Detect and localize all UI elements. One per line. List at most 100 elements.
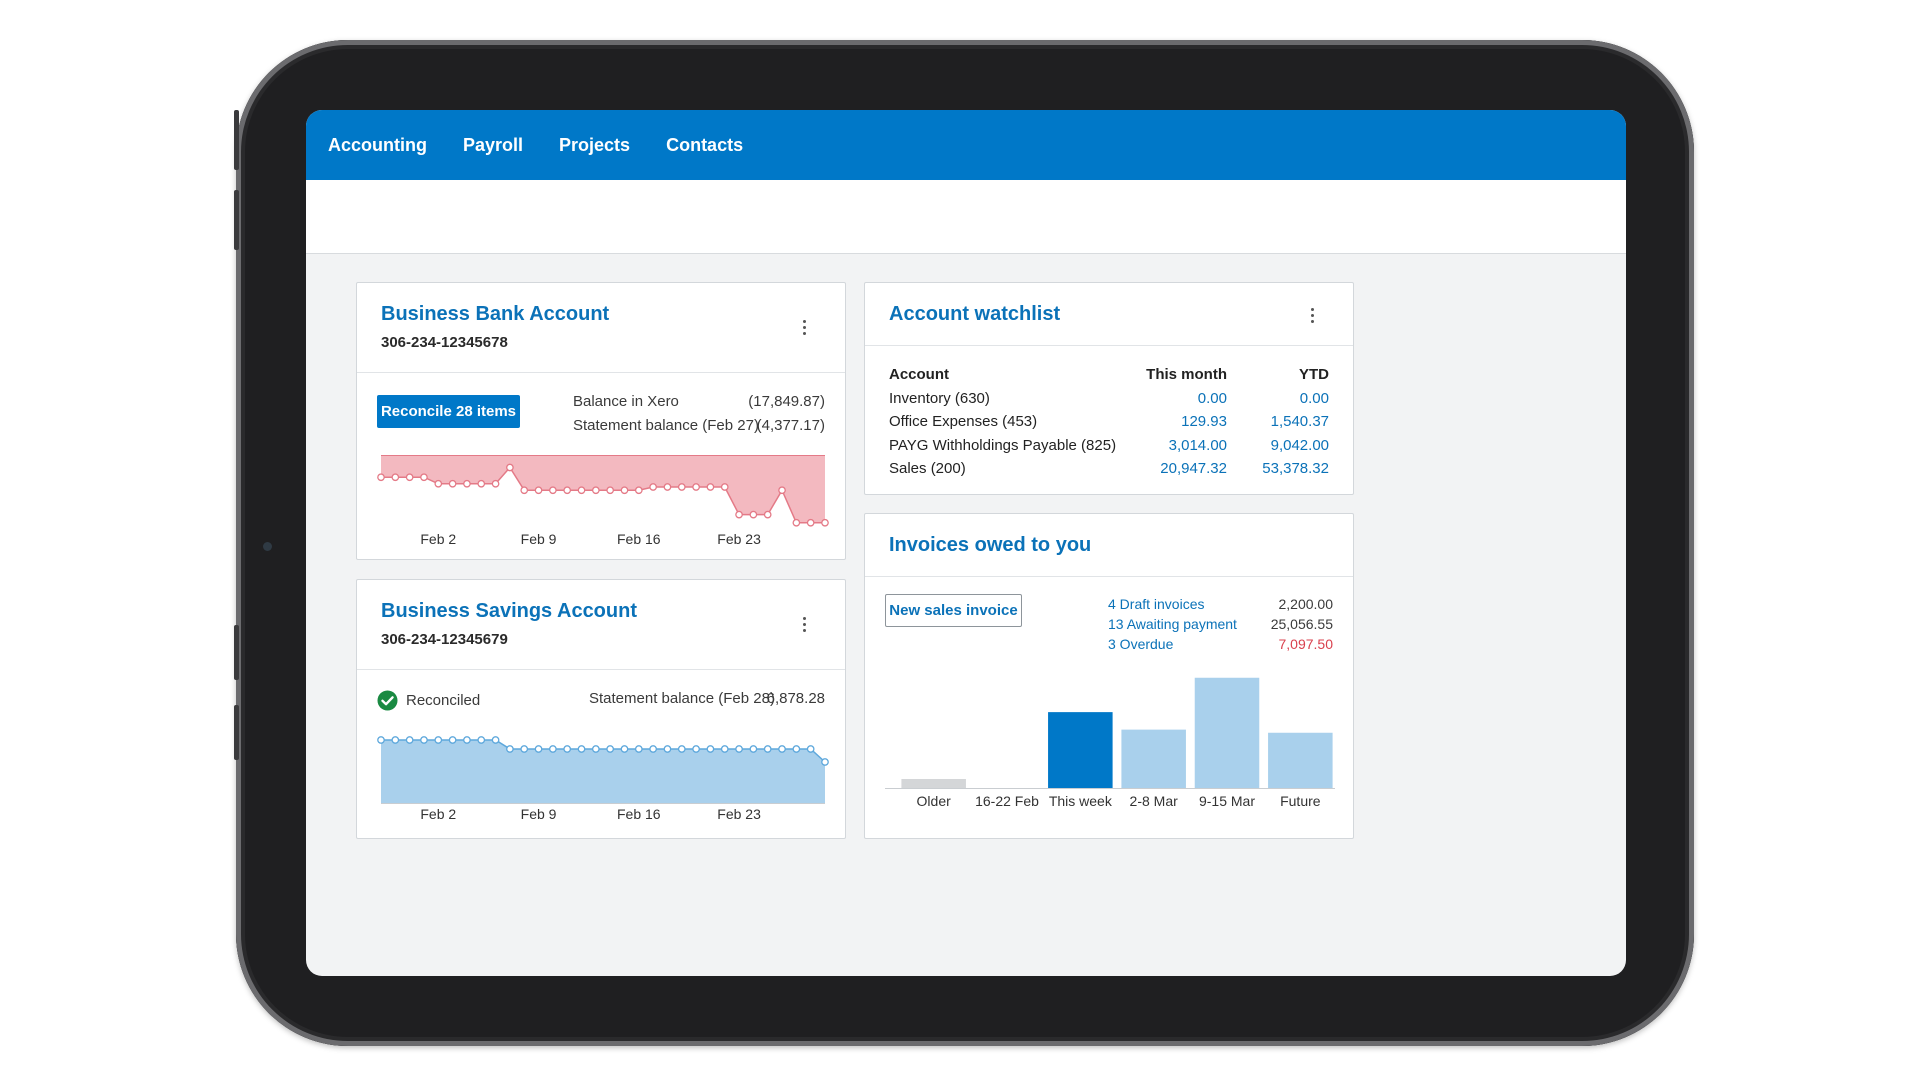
data-point[interactable] (663, 483, 672, 491)
invoice-bar[interactable] (1268, 732, 1333, 789)
data-point[interactable] (735, 745, 743, 753)
watchlist-title[interactable]: Account watchlist (889, 303, 1061, 325)
this-month-value[interactable]: 0.00 (1197, 390, 1227, 407)
data-point[interactable] (778, 486, 786, 495)
watchlist-row[interactable]: Sales (200) 20,947.32 53,378.32 (865, 460, 1353, 484)
data-point[interactable] (405, 473, 414, 482)
nav-accounting[interactable]: Accounting (328, 134, 427, 155)
data-point[interactable] (420, 473, 428, 482)
data-point[interactable] (806, 518, 815, 527)
data-point[interactable] (663, 745, 672, 753)
bank-account-title[interactable]: Business Bank Account (381, 303, 610, 325)
this-month-value[interactable]: 20,947.32 (1160, 460, 1227, 477)
data-point[interactable] (720, 483, 729, 491)
data-point[interactable] (563, 486, 572, 495)
data-point[interactable] (448, 736, 457, 744)
invoices-title[interactable]: Invoices owed to you (889, 534, 1092, 556)
data-point[interactable] (763, 510, 772, 519)
data-point[interactable] (806, 745, 815, 753)
data-point[interactable] (391, 473, 400, 482)
data-point[interactable] (749, 510, 758, 519)
data-point[interactable] (606, 486, 615, 495)
data-point[interactable] (634, 486, 643, 495)
data-point[interactable] (434, 736, 443, 744)
volume-button (234, 190, 239, 250)
data-point[interactable] (477, 736, 486, 744)
data-point[interactable] (377, 473, 385, 482)
nav-projects[interactable]: Projects (559, 134, 631, 155)
data-point[interactable] (563, 745, 572, 753)
data-point[interactable] (448, 479, 457, 488)
data-point[interactable] (649, 745, 657, 753)
data-point[interactable] (634, 745, 643, 753)
invoice-bar[interactable] (1121, 729, 1186, 789)
data-point[interactable] (549, 745, 557, 753)
watchlist-row[interactable]: PAYG Withholdings Payable (825) 3,014.00… (865, 437, 1353, 461)
nav-payroll[interactable]: Payroll (463, 134, 524, 155)
data-point[interactable] (606, 745, 615, 753)
data-point[interactable] (591, 745, 600, 753)
data-point[interactable] (591, 486, 600, 495)
data-point[interactable] (506, 463, 514, 472)
reconcile-button[interactable]: Reconcile 28 items (377, 395, 520, 428)
more-options-icon[interactable] (1302, 303, 1322, 327)
more-options-icon[interactable] (794, 315, 814, 339)
data-point[interactable] (763, 745, 772, 753)
new-sales-invoice-button[interactable]: New sales invoice (885, 594, 1022, 627)
data-point[interactable] (534, 486, 543, 495)
chart-area (381, 455, 825, 523)
ytd-value[interactable]: 1,540.37 (1270, 413, 1329, 430)
this-month-value[interactable]: 3,014.00 (1168, 437, 1227, 454)
data-point[interactable] (405, 736, 414, 744)
data-point[interactable] (491, 479, 500, 488)
data-point[interactable] (677, 745, 686, 753)
data-point[interactable] (463, 479, 471, 488)
watchlist-row[interactable]: Office Expenses (453) 129.93 1,540.37 (865, 413, 1353, 437)
ytd-value[interactable]: 53,378.32 (1262, 460, 1329, 477)
data-point[interactable] (620, 486, 629, 495)
data-point[interactable] (620, 745, 629, 753)
x-tick-label: Feb 23 (717, 806, 761, 822)
data-point[interactable] (821, 518, 829, 527)
savings-account-title[interactable]: Business Savings Account (381, 600, 637, 622)
data-point[interactable] (821, 758, 829, 766)
this-month-value[interactable]: 129.93 (1181, 413, 1227, 430)
data-point[interactable] (706, 483, 715, 491)
data-point[interactable] (649, 483, 657, 491)
draft-invoices-link[interactable]: 4 Draft invoices (1108, 596, 1205, 612)
data-point[interactable] (692, 745, 700, 753)
data-point[interactable] (520, 486, 529, 495)
data-point[interactable] (491, 736, 500, 744)
nav-contacts[interactable]: Contacts (666, 134, 744, 155)
data-point[interactable] (778, 745, 786, 753)
data-point[interactable] (692, 483, 700, 491)
awaiting-payment-link[interactable]: 13 Awaiting payment (1108, 616, 1237, 632)
more-options-icon[interactable] (794, 612, 814, 636)
data-point[interactable] (549, 486, 557, 495)
data-point[interactable] (534, 745, 543, 753)
ytd-value[interactable]: 9,042.00 (1270, 437, 1329, 454)
data-point[interactable] (577, 745, 586, 753)
data-point[interactable] (434, 479, 443, 488)
data-point[interactable] (749, 745, 758, 753)
data-point[interactable] (706, 745, 715, 753)
data-point[interactable] (463, 736, 471, 744)
invoice-bar[interactable] (901, 779, 966, 789)
data-point[interactable] (577, 486, 586, 495)
data-point[interactable] (506, 745, 514, 753)
data-point[interactable] (377, 736, 385, 744)
data-point[interactable] (520, 745, 529, 753)
data-point[interactable] (477, 479, 486, 488)
data-point[interactable] (677, 483, 686, 491)
data-point[interactable] (792, 518, 801, 527)
ytd-value[interactable]: 0.00 (1299, 390, 1329, 407)
overdue-link[interactable]: 3 Overdue (1108, 636, 1174, 652)
invoice-bar[interactable] (1194, 677, 1260, 789)
invoice-bar[interactable] (1048, 712, 1113, 789)
data-point[interactable] (735, 510, 743, 519)
data-point[interactable] (420, 736, 428, 744)
data-point[interactable] (391, 736, 400, 744)
watchlist-row[interactable]: Inventory (630) 0.00 0.00 (865, 390, 1353, 414)
data-point[interactable] (792, 745, 801, 753)
data-point[interactable] (720, 745, 729, 753)
